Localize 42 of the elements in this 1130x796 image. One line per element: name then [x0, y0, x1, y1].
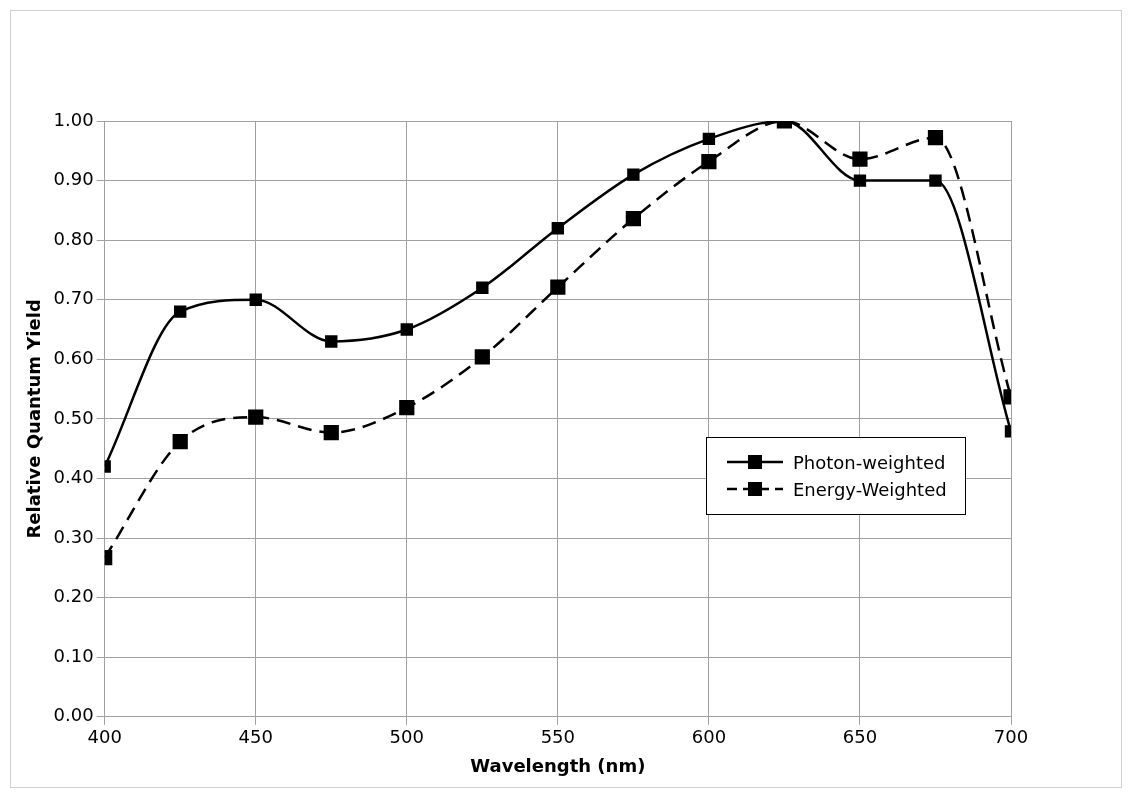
point	[248, 409, 264, 425]
y-tick-label: 0.30	[53, 525, 94, 547]
x-tick-label: 550	[540, 726, 576, 748]
point	[702, 132, 716, 146]
point	[474, 349, 490, 365]
point	[550, 279, 566, 295]
y-tick-label: 0.50	[53, 406, 94, 428]
y-tick-label: 1.00	[53, 108, 94, 130]
y-tick-label: 0.60	[53, 346, 94, 368]
x-tick-label: 700	[993, 726, 1029, 748]
x-axis-title: Wavelength (nm)	[470, 754, 646, 776]
x-tick-label: 600	[691, 726, 727, 748]
point	[323, 424, 339, 441]
y-tick-label: 0.70	[53, 287, 94, 309]
point	[551, 222, 565, 235]
point	[929, 174, 942, 187]
x-tick-label: 500	[389, 726, 424, 748]
point	[852, 151, 868, 167]
point	[927, 130, 944, 146]
y-tick-label: 0.90	[53, 168, 94, 190]
point	[853, 174, 867, 187]
legend-label: Photon-weighted	[793, 451, 946, 473]
x-tick-label: 400	[87, 726, 122, 748]
legend-label: Energy-Weighted	[793, 478, 947, 500]
y-tick-label: 0.20	[53, 585, 94, 607]
y-tick-label: 0.40	[53, 466, 94, 488]
point	[625, 211, 641, 227]
y-axis-title: Relative Quantum Yield	[23, 299, 45, 539]
point	[249, 293, 262, 306]
y-tick-label: 0.10	[53, 644, 94, 666]
point	[400, 323, 413, 336]
x-tick-label: 650	[842, 726, 878, 748]
point	[701, 153, 717, 170]
x-tick-label: 450	[238, 726, 273, 748]
point	[399, 399, 415, 416]
y-tick-label: 0.00	[53, 704, 94, 726]
y-tick-label: 0.80	[53, 227, 94, 249]
point	[476, 281, 489, 295]
point	[627, 168, 640, 181]
point	[172, 433, 188, 450]
point	[174, 305, 187, 318]
point	[325, 335, 338, 348]
